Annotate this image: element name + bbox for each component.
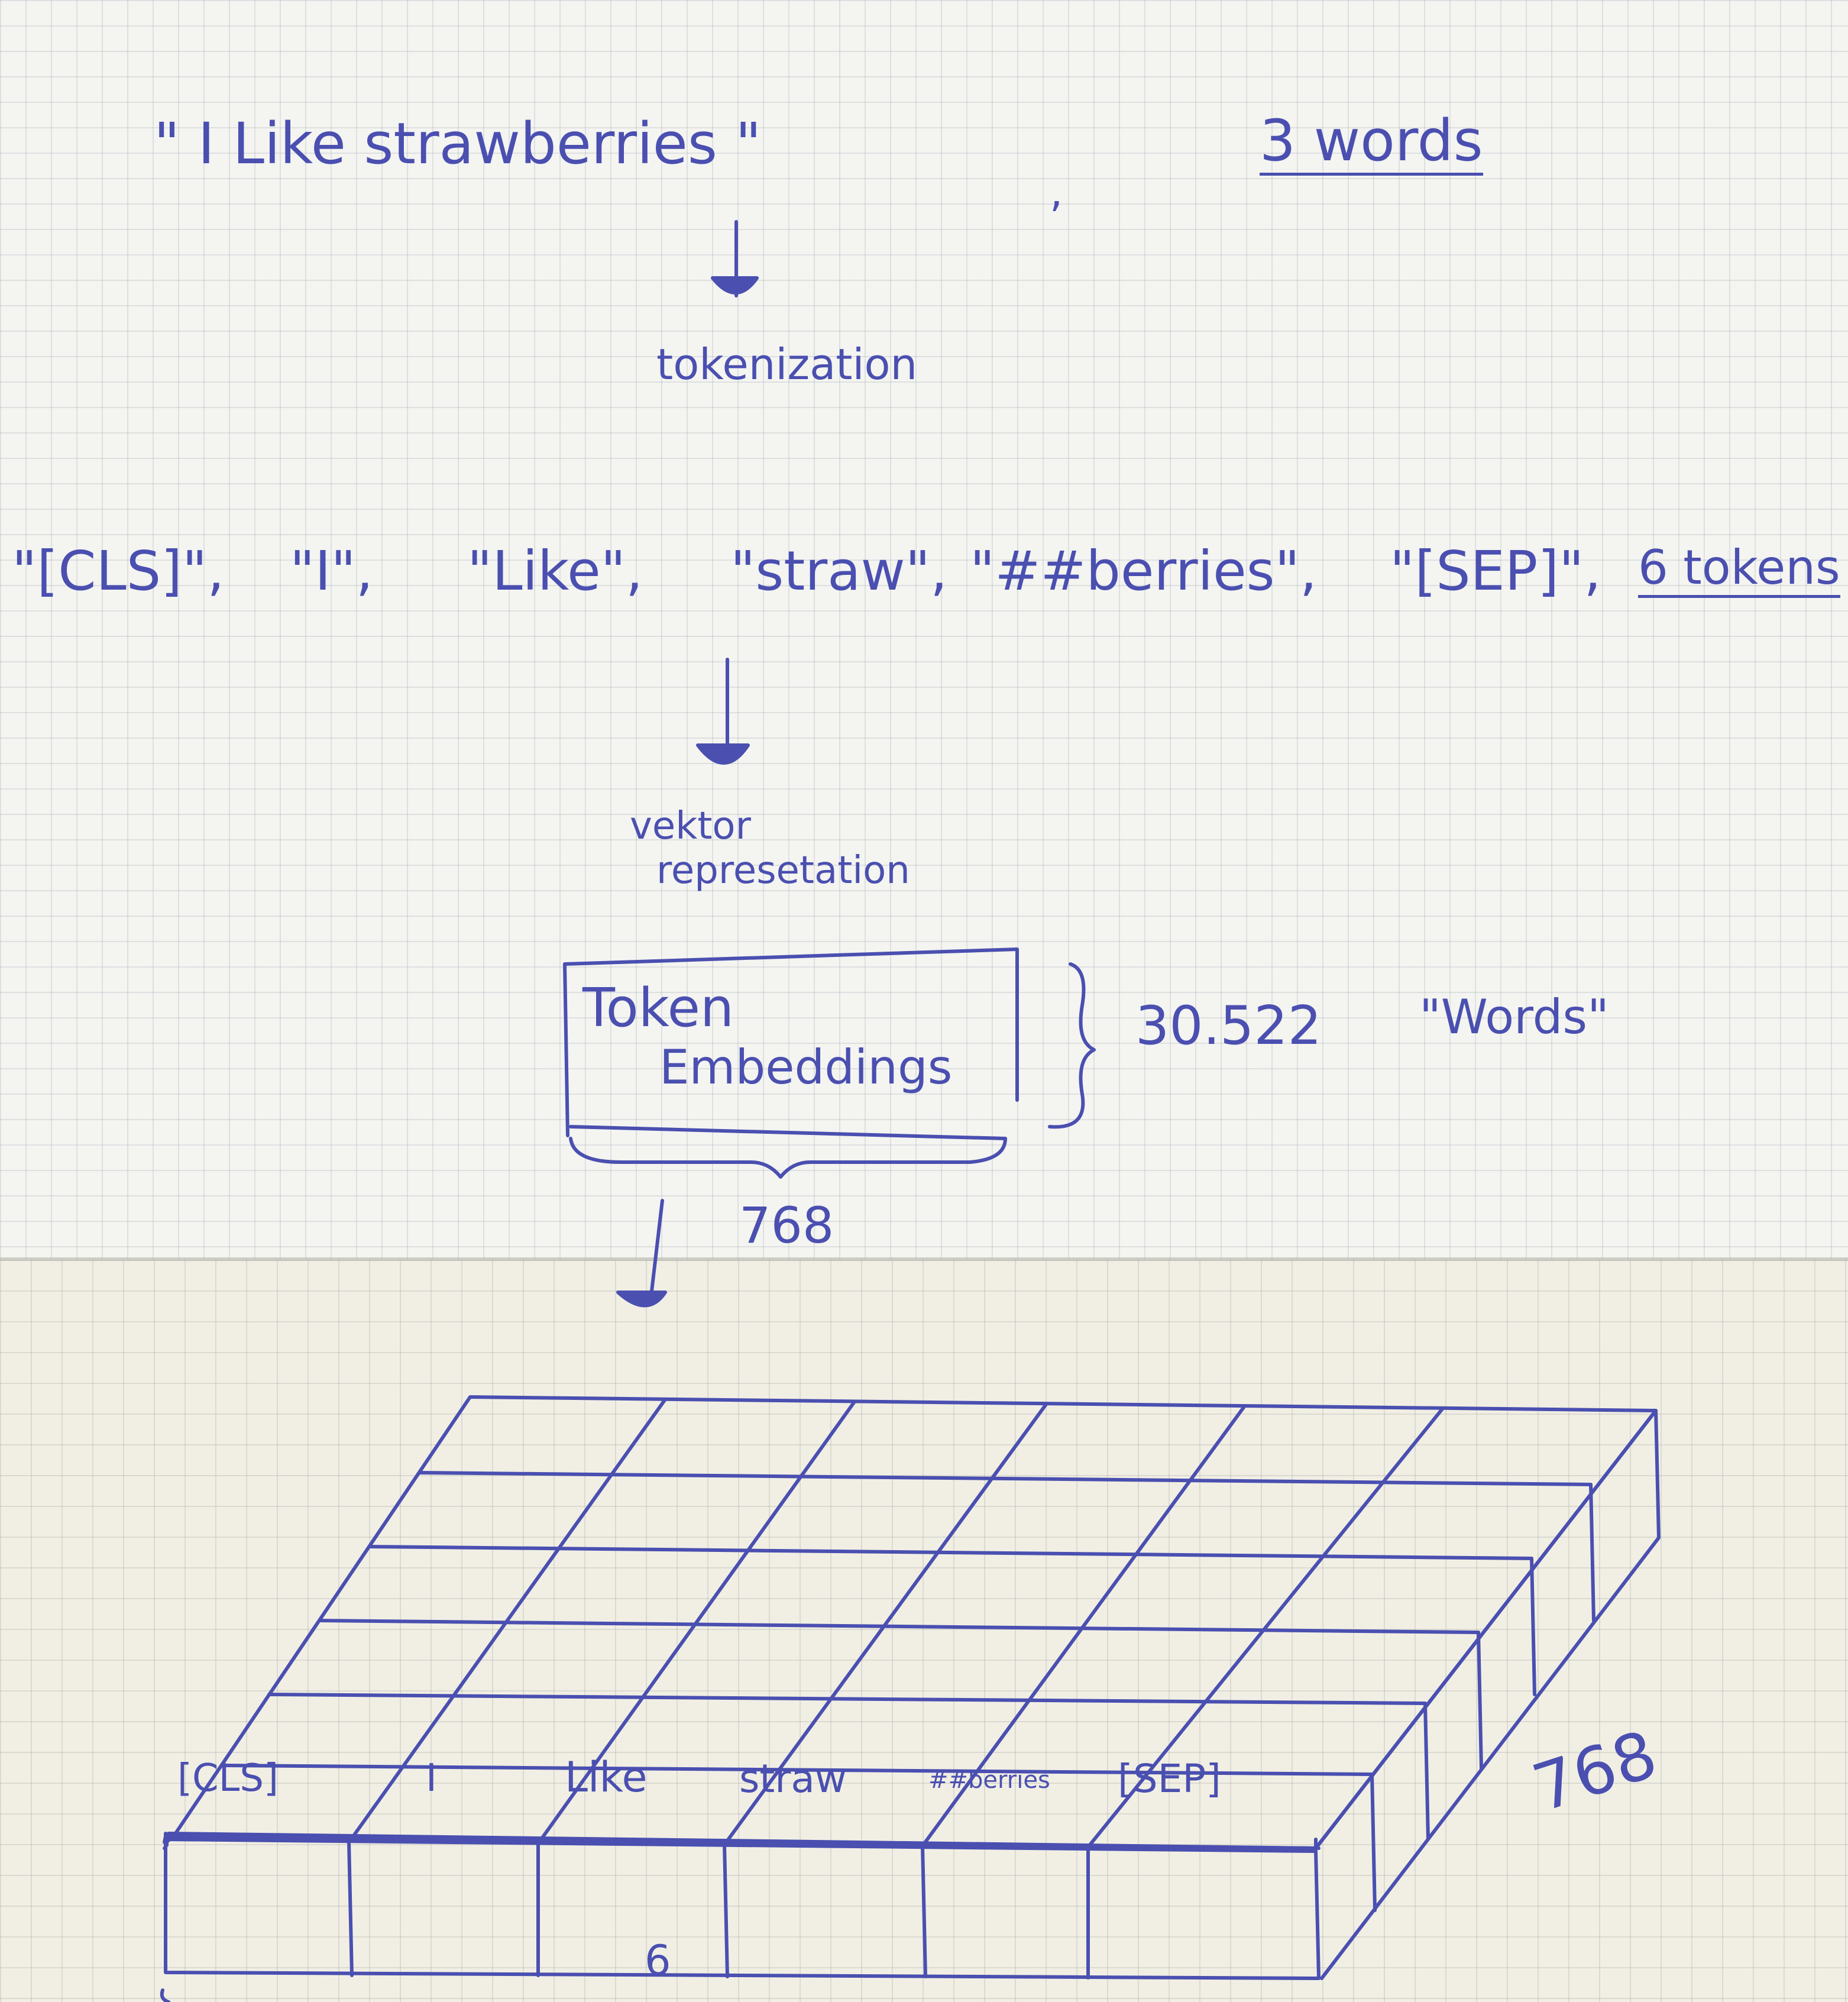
arrow-down-icon [616, 1199, 667, 1308]
vocab-brace [1048, 962, 1096, 1129]
vector-label-line1: vektor [630, 804, 751, 848]
tensor-cell-like: Like [565, 1753, 648, 1802]
tensor-block [163, 1395, 1661, 1980]
tensor-cell-berries: ##berries [928, 1767, 1050, 1794]
arrow-down-icon [711, 220, 759, 297]
paper-edge [0, 1257, 1848, 1261]
token-sep: "[SEP]", [1390, 539, 1601, 603]
graph-paper-bottom [0, 1260, 1848, 2002]
vocab-size: 30.522 [1135, 995, 1322, 1057]
token-cls: "[CLS]", [12, 539, 225, 603]
tokenization-label: tokenization [656, 339, 918, 389]
tensor-front-face [164, 1835, 1321, 1980]
tensor-cell-sep: [SEP] [1118, 1756, 1221, 1802]
tensor-cell-i: I [426, 1757, 437, 1800]
input-sentence: " I Like strawberries " [154, 111, 762, 177]
vocab-unit: "Words" [1419, 989, 1609, 1044]
token-i: "I", [290, 539, 374, 603]
tensor-cell-straw: straw [739, 1756, 847, 1802]
tensor-side-face [1370, 1483, 1595, 1912]
sequence-brace [160, 1988, 170, 2002]
vector-label-line2: represetation [656, 849, 910, 892]
token-count: 6 tokens [1638, 544, 1840, 598]
graph-paper-top [0, 0, 1848, 1260]
token-like: "Like", [467, 539, 643, 603]
embedding-box-line1: Token [582, 977, 734, 1039]
embedding-box [563, 947, 1019, 1140]
word-count: 3 words [1260, 112, 1483, 176]
token-straw: "straw", [730, 539, 948, 603]
token-berries: "##berries", [970, 539, 1318, 603]
width-brace [569, 1137, 1007, 1179]
arrow-down-icon [696, 658, 750, 765]
embedding-box-line2: Embeddings [659, 1040, 953, 1095]
embedding-width: 768 [739, 1196, 834, 1254]
tensor-cell-cls: [CLS] [177, 1757, 279, 1800]
comma-mark: , [1050, 168, 1063, 216]
